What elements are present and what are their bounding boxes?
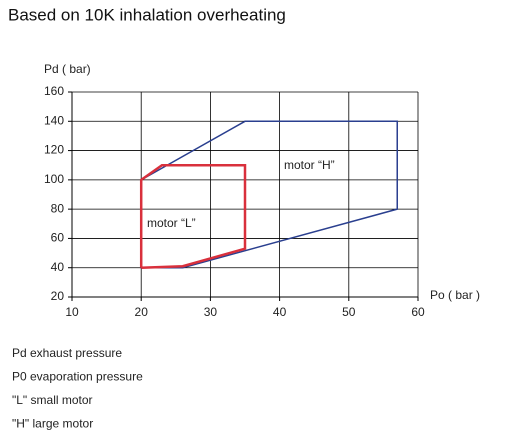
note: "H" large motor bbox=[12, 417, 93, 431]
x-axis-label: Po ( bar ) bbox=[430, 288, 480, 302]
y-tick-label: 20 bbox=[51, 289, 65, 303]
chart-title: Based on 10K inhalation overheating bbox=[8, 5, 286, 24]
envelope-line bbox=[139, 163, 247, 269]
y-tick-label: 160 bbox=[44, 84, 64, 98]
y-tick-label: 120 bbox=[44, 143, 64, 157]
y-tick-label: 80 bbox=[51, 201, 65, 215]
note: "L" small motor bbox=[12, 393, 93, 407]
y-tick-label: 60 bbox=[51, 231, 65, 245]
x-tick-label: 10 bbox=[65, 305, 79, 319]
y-axis-label: Pd ( bar) bbox=[44, 62, 91, 76]
y-tick-label: 140 bbox=[44, 113, 64, 127]
x-tick-label: 60 bbox=[411, 305, 425, 319]
note: P0 evaporation pressure bbox=[12, 370, 143, 384]
y-tick-label: 100 bbox=[44, 172, 64, 186]
y-tick-label: 40 bbox=[51, 260, 65, 274]
envelope-line bbox=[140, 120, 398, 269]
series-label: motor “H” bbox=[284, 158, 335, 172]
series-label: motor “L” bbox=[147, 216, 196, 230]
x-tick-label: 20 bbox=[135, 305, 149, 319]
x-tick-label: 30 bbox=[204, 305, 218, 319]
x-tick-label: 50 bbox=[342, 305, 356, 319]
note: Pd exhaust pressure bbox=[12, 346, 122, 360]
x-tick-label: 40 bbox=[273, 305, 287, 319]
